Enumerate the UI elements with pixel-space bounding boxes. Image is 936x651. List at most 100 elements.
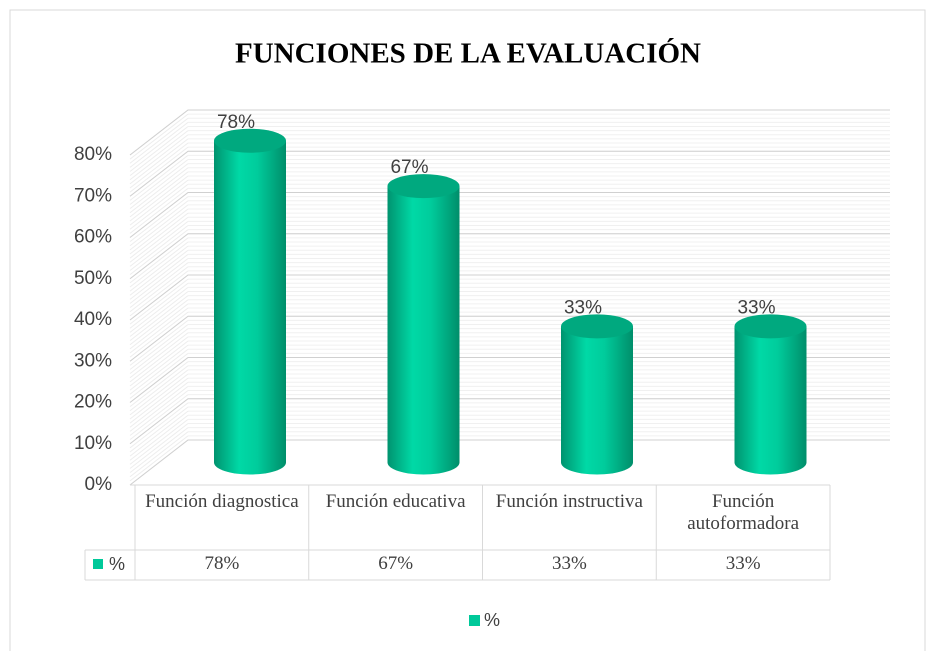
wall-texture <box>129 431 189 478</box>
wall-texture <box>129 319 189 366</box>
wall-texture <box>129 212 189 259</box>
table-value: 33% <box>551 553 587 574</box>
wall-texture <box>129 229 189 276</box>
wall-texture <box>129 377 189 424</box>
wall-texture <box>129 216 189 263</box>
grid-line <box>129 398 890 445</box>
bar-group <box>387 174 460 475</box>
bar-group <box>214 128 286 475</box>
table-legend-swatch <box>93 559 103 569</box>
wall-texture <box>129 373 189 420</box>
wall-texture <box>129 266 189 313</box>
wall-texture <box>129 423 189 469</box>
bar-top <box>387 174 460 199</box>
grid-line <box>129 233 890 280</box>
wall-texture <box>129 113 189 160</box>
x-tick-label: Función instructiva <box>495 491 643 512</box>
table-value: 67% <box>378 553 414 574</box>
legend-label: % <box>484 610 500 630</box>
wall-texture <box>129 352 189 399</box>
y-tick-label: 70% <box>74 185 112 206</box>
wall-texture <box>129 390 189 436</box>
wall-texture <box>129 291 189 337</box>
y-tick-label: 60% <box>74 227 112 248</box>
wall-texture <box>129 340 189 387</box>
bar-top <box>561 314 633 339</box>
y-tick-label: 20% <box>74 392 112 413</box>
wall-texture <box>129 435 189 482</box>
legend-swatch <box>469 615 480 626</box>
wall-texture <box>129 332 189 379</box>
wall-texture <box>129 159 189 205</box>
wall-texture <box>129 394 189 441</box>
bar <box>214 140 286 475</box>
data-label: 78% <box>217 112 255 133</box>
wall-texture <box>129 253 189 300</box>
wall-texture <box>129 187 189 234</box>
wall-texture <box>129 406 189 453</box>
wall-texture <box>129 121 189 168</box>
wall-texture <box>129 402 189 449</box>
wall-texture <box>129 311 189 358</box>
wall-texture <box>129 324 189 370</box>
y-tick-label: 30% <box>74 350 112 371</box>
wall-texture <box>129 365 189 412</box>
data-label: 33% <box>564 297 602 318</box>
table-value: 33% <box>725 553 761 574</box>
wall-texture <box>129 282 189 329</box>
wall-texture <box>129 295 189 342</box>
wall-texture <box>129 286 189 333</box>
bar-top <box>214 128 286 153</box>
wall-texture <box>129 278 189 325</box>
wall-texture <box>129 344 189 391</box>
grid-line <box>129 274 890 321</box>
wall-texture <box>129 117 189 164</box>
bar <box>734 326 807 475</box>
wall-texture <box>129 146 189 193</box>
wall-texture <box>129 385 189 432</box>
wall-texture <box>129 328 189 375</box>
wall-texture <box>129 414 189 461</box>
wall-texture <box>129 171 189 218</box>
wall-texture <box>129 167 189 214</box>
wall-texture <box>129 270 189 317</box>
grid-line <box>129 150 890 197</box>
wall-texture <box>129 163 189 210</box>
y-tick-label: 80% <box>74 144 112 165</box>
wall-texture <box>129 361 189 408</box>
wall-texture <box>129 200 189 247</box>
wall-texture <box>129 175 189 222</box>
x-tick-label: Función diagnostica <box>145 491 299 512</box>
wall-texture <box>129 208 189 255</box>
wall-texture <box>129 245 189 292</box>
data-label: 67% <box>390 157 428 178</box>
wall-texture <box>129 258 189 304</box>
y-tick-label: 10% <box>74 433 112 454</box>
wall-texture <box>129 126 189 172</box>
chart-border <box>9 9 926 651</box>
table-value: 78% <box>204 553 240 574</box>
wall-texture <box>129 418 189 465</box>
y-tick-label: 50% <box>74 268 112 289</box>
wall-texture <box>129 427 189 474</box>
wall-texture <box>129 237 189 284</box>
chart-title: FUNCIONES DE LA EVALUACIÓN <box>235 37 701 70</box>
wall-texture <box>129 138 189 185</box>
wall-texture <box>129 220 189 267</box>
wall-texture <box>129 348 189 395</box>
wall-texture <box>129 142 189 189</box>
wall-texture <box>129 183 189 230</box>
wall-texture <box>129 249 189 296</box>
y-tick-label: 40% <box>74 309 112 330</box>
y-tick-label: 0% <box>85 474 113 495</box>
wall-texture <box>129 134 189 181</box>
bar-top <box>734 314 807 339</box>
grid-line <box>129 315 890 362</box>
wall-texture <box>129 299 189 346</box>
x-tick-label: Función educativa <box>325 491 466 512</box>
wall-texture <box>129 225 189 271</box>
bar <box>561 326 633 475</box>
grid-line <box>129 192 890 238</box>
wall-texture <box>129 336 189 383</box>
